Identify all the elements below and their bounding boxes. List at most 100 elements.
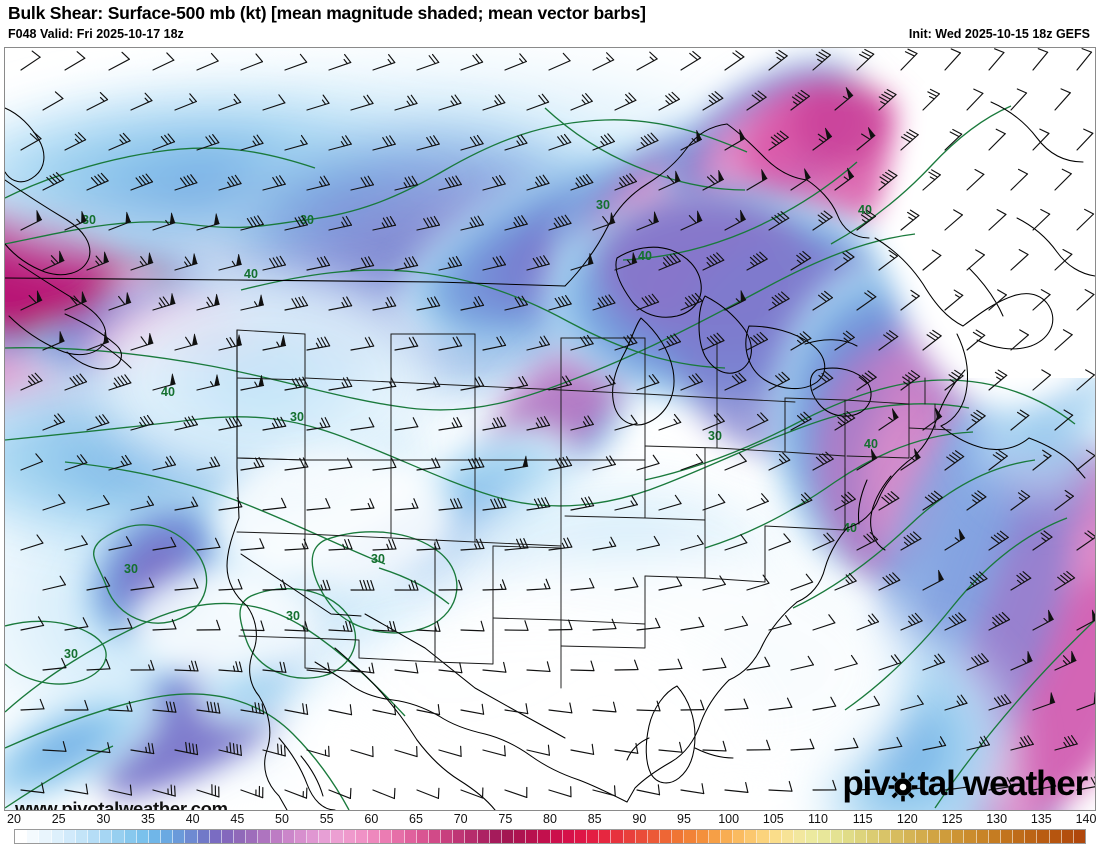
wind-barb [724,209,746,231]
wind-barb [350,94,374,111]
wind-barb [614,173,637,191]
wind-barb [812,779,837,791]
wind-barb [372,376,397,391]
wind-barb [680,373,703,391]
wind-barb [460,376,485,391]
wind-barb [724,372,747,391]
wind-barb [768,211,790,231]
colorbar-swatch [331,830,344,843]
wind-barb [262,743,286,757]
wind-barb [306,745,330,757]
wind-barb [966,88,984,111]
wind-barb [856,48,875,71]
wind-barb [856,209,877,231]
wind-barb [548,537,573,551]
wind-barb [768,49,788,71]
map-canvas[interactable]: 30303040404030403040303040303030 [4,47,1096,811]
wind-barb [680,534,704,551]
wind-barb [680,699,705,711]
wind-barb [306,662,331,674]
colorbar-swatch [197,830,210,843]
wind-barb [240,702,265,715]
wind-barb [218,174,242,191]
wind-barb [526,335,550,351]
wind-barb [482,497,507,511]
contour-label: 30 [64,647,78,661]
wind-barb [20,782,45,794]
wind-barb [548,702,573,714]
colorbar-tick: 25 [51,812,66,826]
wind-barb [64,783,89,795]
colorbar-tick: 95 [677,812,691,826]
wind-barb [812,127,833,151]
wind-barb [1032,530,1053,551]
wind-barb [86,658,111,671]
colorbar-swatch [246,830,259,843]
wind-barb [108,51,130,71]
wind-barb [636,293,660,311]
contour-label: 30 [708,429,722,443]
colorbar-swatch [185,830,198,843]
wind-barb [196,374,220,391]
wind-barb [966,249,985,271]
colorbar-swatch [416,830,429,843]
wind-barb [196,456,221,471]
wind-barb [1054,88,1071,111]
colorbar-swatch [915,830,928,843]
wind-barb [438,662,463,674]
wind-barb [944,612,967,631]
wind-barb [812,451,834,471]
colorbar-swatch [136,830,149,843]
colorbar-swatch [234,830,247,843]
wind-barb [240,538,265,551]
colorbar-swatch [733,830,746,843]
wind-barb [812,290,834,311]
wind-barb [988,611,1011,631]
wind-barb [1054,489,1074,511]
wind-barb [680,129,702,151]
wind-barb [306,417,331,431]
wind-barb [218,661,243,673]
wind-barb [856,778,881,791]
wind-barb [416,787,440,799]
wind-barb [636,211,659,231]
colorbar-swatch [124,830,137,843]
colorbar-tick: 125 [941,812,963,826]
wind-barb [724,290,747,311]
wind-barb [922,736,947,751]
wind-barb [658,170,681,191]
wind-barb [834,250,855,271]
wind-barb [1076,289,1095,311]
wind-barb [174,333,198,351]
wind-barb [1010,249,1029,271]
colorbar-tick: 30 [96,812,111,826]
wind-barb [482,94,506,111]
colorbar-swatch [63,830,76,843]
wind-barb [284,134,308,151]
colorbar-swatch [806,830,819,843]
wind-barb [416,296,441,311]
colorbar-swatch [15,830,28,843]
wind-barb [372,457,397,471]
wind-barb [812,614,836,631]
wind-barb [130,577,155,591]
wind-barb [350,498,375,511]
wind-barb [416,53,440,71]
wind-barb [152,133,176,151]
colorbar-swatch [1073,830,1086,843]
wind-barb [438,336,463,351]
wind-barb [42,494,66,511]
geography-outlines [5,101,1095,810]
wind-barb [86,91,109,111]
wind-barb [108,700,133,712]
wind-barb [372,296,397,311]
wind-barb [702,332,725,351]
wind-barb [922,169,941,191]
wind-barb [20,534,44,551]
wind-barb [746,656,771,671]
contour-label: 30 [371,552,385,566]
colorbar-swatch [672,830,685,843]
wind-barb [702,740,727,752]
logo-text-b: tal weather [917,764,1088,803]
shear-contour-lines [5,105,1095,810]
